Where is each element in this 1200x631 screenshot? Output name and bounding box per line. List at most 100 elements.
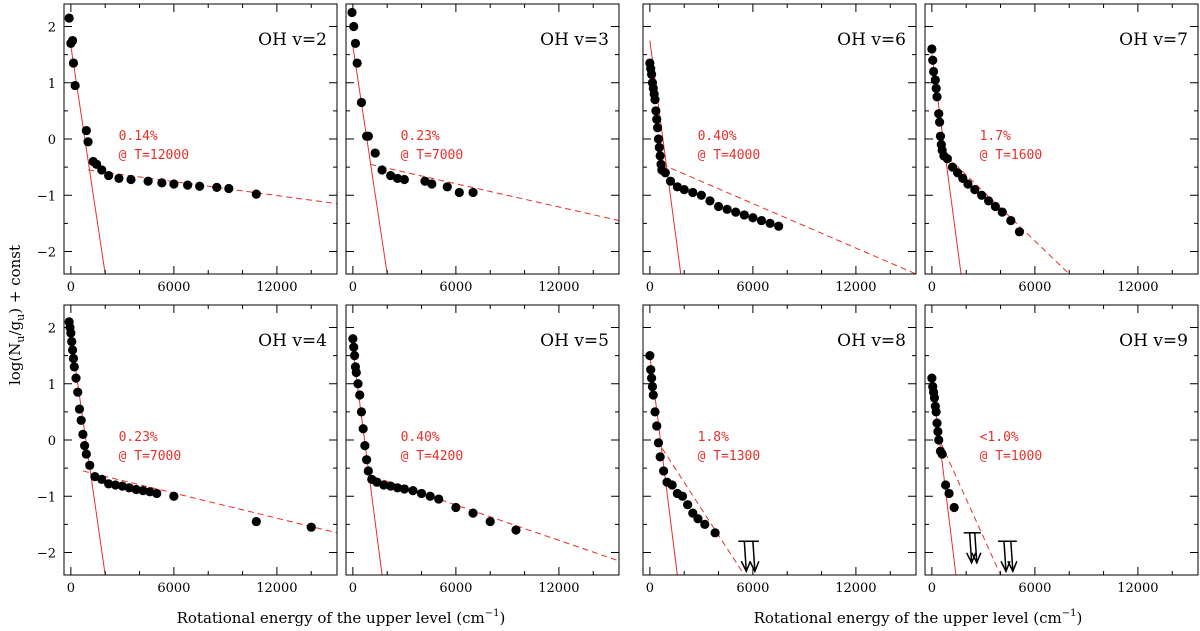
data-point xyxy=(392,173,403,183)
data-point xyxy=(683,500,693,510)
data-point xyxy=(347,7,357,18)
data-point xyxy=(468,187,478,198)
data-point xyxy=(765,218,775,228)
data-point xyxy=(104,479,114,489)
x-tick-label: 0 xyxy=(646,280,654,295)
upper-limit-head xyxy=(1000,560,1011,574)
data-point xyxy=(931,83,941,93)
x-tick-label: 0 xyxy=(928,581,936,596)
data-point xyxy=(67,345,78,355)
data-point xyxy=(937,449,947,459)
upper-limit-head xyxy=(749,560,760,574)
upper-limit-head xyxy=(1007,560,1018,574)
data-point xyxy=(648,390,658,400)
xlabel-tail: ) xyxy=(1077,609,1083,627)
data-point xyxy=(183,180,193,190)
panel-oh-v7: 0 6000 12000 OH v=7 1.7% @ T=1600 xyxy=(924,3,1199,295)
data-point xyxy=(659,466,669,476)
data-point xyxy=(370,148,380,158)
data-point xyxy=(1006,215,1016,226)
data-point xyxy=(251,189,261,199)
data-point xyxy=(949,502,959,513)
data-point xyxy=(934,117,945,127)
plot-area xyxy=(927,44,1070,274)
data-point xyxy=(126,174,136,185)
fit-line-dashed xyxy=(369,163,619,222)
data-point xyxy=(358,424,368,434)
x-tick-label: 12000 xyxy=(538,581,579,596)
x-tick-label: 0 xyxy=(67,581,75,596)
data-point xyxy=(932,418,942,428)
data-point xyxy=(693,514,703,524)
xlabel-main: Rotational energy of the upper level (cm xyxy=(754,609,1062,627)
data-point xyxy=(416,488,427,499)
data-point xyxy=(157,178,167,188)
panel-title: OH v=8 xyxy=(837,331,906,351)
data-point xyxy=(647,381,658,392)
y-tick-label: 1 xyxy=(48,77,56,92)
data-point xyxy=(145,487,155,497)
data-point xyxy=(351,367,361,378)
annotation-fraction: 0.23% xyxy=(119,430,158,445)
data-point xyxy=(434,494,444,504)
data-point xyxy=(251,516,261,527)
data-point xyxy=(731,207,741,217)
upper-limit-arrow xyxy=(1004,540,1018,574)
panel-title: OH v=2 xyxy=(258,30,327,50)
plot-area xyxy=(927,373,1018,575)
data-point xyxy=(377,165,387,175)
x-tick-label: 6000 xyxy=(157,280,190,295)
svg-text:Rotational energy of the upper: Rotational energy of the upper level (cm… xyxy=(754,608,1083,627)
data-point xyxy=(352,58,362,68)
annotation-fraction: 1.7% xyxy=(980,129,1011,144)
upper-limit-arrow xyxy=(968,532,982,565)
data-point xyxy=(653,134,664,144)
data-point xyxy=(80,441,90,451)
upper-limit-shaft xyxy=(1003,541,1007,572)
data-point xyxy=(349,351,360,361)
panel-title: OH v=7 xyxy=(1119,30,1188,50)
xlabel-sup: −1 xyxy=(485,608,500,619)
svg-text:Rotational energy of the upper: Rotational energy of the upper level (cm… xyxy=(177,608,506,627)
x-tick-label: 6000 xyxy=(439,581,472,596)
x-tick-label: 6000 xyxy=(736,280,769,295)
data-point xyxy=(66,328,76,338)
data-point xyxy=(931,407,941,417)
svg-text:log(Nu/gu) + const: log(Nu/gu) + const xyxy=(6,245,27,385)
data-point xyxy=(942,154,952,164)
data-point xyxy=(97,474,107,484)
data-point xyxy=(468,508,478,518)
data-point xyxy=(348,334,358,344)
x-tick-label: 12000 xyxy=(256,280,297,295)
y-tick-label: 1 xyxy=(48,378,56,393)
data-point xyxy=(646,69,657,79)
panel-oh-v2: 0 6000 12000 2 1 0 −1 −2 OH v=2 0.14% @ T=12000 xyxy=(37,3,338,295)
panel-title: OH v=9 xyxy=(1119,331,1188,351)
data-point xyxy=(660,168,670,178)
upper-limit-shaft xyxy=(743,541,748,572)
data-point xyxy=(655,151,665,161)
annotation-fraction: 0.40% xyxy=(401,430,440,445)
y-tick-label: −2 xyxy=(37,246,56,261)
data-point xyxy=(696,190,706,200)
data-point xyxy=(70,80,80,91)
data-point xyxy=(655,452,665,462)
x-tick-label: 12000 xyxy=(1117,280,1158,295)
data-point xyxy=(78,429,88,439)
annotation-fraction: 0.14% xyxy=(119,129,158,144)
data-point xyxy=(399,174,409,185)
annotation-temperature: @ T=4200 xyxy=(401,449,464,464)
panel-oh-v8: 0 6000 12000 OH v=8 1.8% @ T=1300 xyxy=(642,304,917,596)
data-point xyxy=(117,481,127,491)
data-point xyxy=(97,165,107,175)
data-point xyxy=(71,373,81,383)
data-point xyxy=(1014,227,1025,237)
x-tick-label: 6000 xyxy=(736,581,769,596)
x-tick-label: 6000 xyxy=(439,280,472,295)
x-tick-label: 6000 xyxy=(1018,581,1051,596)
data-point xyxy=(756,215,767,226)
data-point xyxy=(195,181,205,191)
data-point xyxy=(442,182,452,192)
data-point xyxy=(356,407,367,417)
